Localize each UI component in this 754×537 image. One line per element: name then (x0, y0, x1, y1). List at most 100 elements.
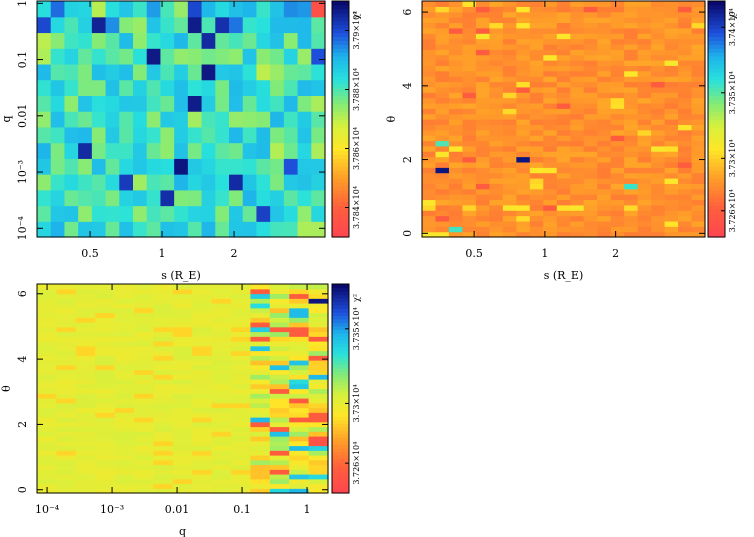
heatmap-cell (114, 364, 135, 371)
heatmap-cell (95, 331, 116, 337)
heatmap-cell (37, 436, 57, 442)
heatmap-cell (153, 360, 174, 366)
heatmap-cell (475, 108, 490, 115)
heatmap-cell (489, 183, 504, 190)
colorbar-segment (332, 479, 349, 484)
heatmap-cell (529, 129, 544, 136)
heatmap-cell (462, 65, 477, 72)
colorbar-segment (708, 1, 725, 6)
heatmap-cell (297, 1, 312, 18)
heatmap-cell (75, 388, 96, 394)
heatmap-cell (56, 455, 77, 461)
heatmap-cell (289, 355, 310, 361)
heatmap-cell (448, 151, 464, 158)
heatmap-cell (153, 488, 174, 494)
heatmap-cell (269, 284, 290, 290)
heatmap-cell (56, 464, 77, 470)
heatmap-cell (556, 167, 571, 174)
heatmap-cell (56, 331, 77, 337)
colorbar-segment (332, 166, 349, 171)
heatmap-cell (435, 119, 450, 125)
heatmap-cell (308, 298, 329, 304)
heatmap-cell (231, 445, 251, 451)
heatmap-cell (610, 27, 625, 34)
y-tick-label: 10⁻³ (16, 160, 29, 184)
heatmap-cell (211, 436, 232, 442)
heatmap-cell (624, 151, 639, 158)
heatmap-cell (543, 49, 558, 56)
heatmap-cell (187, 174, 203, 191)
heatmap-cell (192, 478, 213, 485)
heatmap-cell (229, 174, 244, 191)
heatmap-cell (289, 483, 310, 489)
colorbar-segment (332, 391, 349, 397)
heatmap-cell (269, 369, 290, 375)
heatmap-cell (95, 341, 116, 347)
heatmap-cell (75, 312, 96, 318)
heatmap-cell (583, 65, 598, 72)
heatmap-cell (289, 369, 310, 375)
heatmap-cell (475, 33, 490, 40)
heatmap-cell (570, 81, 585, 88)
heatmap-cell (231, 388, 251, 394)
heatmap-cell (153, 326, 174, 333)
heatmap-cell (269, 483, 290, 489)
heatmap-cell (37, 345, 57, 352)
heatmap-cell (56, 426, 77, 432)
heatmap-cell (231, 421, 251, 428)
heatmap-cell (211, 388, 232, 394)
heatmap-cell (664, 70, 679, 77)
heatmap-cell (422, 6, 437, 13)
heatmap-cell (691, 76, 706, 83)
heatmap-cell (610, 81, 625, 88)
heatmap-cell (462, 86, 477, 93)
heatmap-cell (187, 111, 203, 128)
heatmap-cell (231, 298, 251, 304)
heatmap-cell (133, 32, 148, 49)
heatmap-cell (50, 63, 66, 81)
heatmap-cell (75, 298, 96, 304)
colorbar-segment (332, 308, 349, 313)
heatmap-cell (231, 374, 251, 380)
heatmap-cell (610, 11, 625, 18)
heatmap-cell (422, 22, 437, 29)
heatmap-cell (201, 142, 216, 159)
colorbar-segment (708, 205, 725, 211)
heatmap-cell (475, 194, 490, 201)
heatmap-cell (75, 284, 96, 290)
heatmap-cell (119, 1, 134, 18)
heatmap-cell (475, 11, 490, 18)
heatmap-cell (308, 288, 329, 295)
colorbar-segment (332, 329, 349, 334)
heatmap-cell (475, 204, 490, 211)
heatmap-cell (610, 33, 625, 40)
heatmap-cell (543, 1, 558, 7)
heatmap-cell (64, 189, 79, 207)
heatmap-cell (422, 76, 437, 83)
heatmap-cell (475, 27, 490, 34)
heatmap-cell (422, 215, 437, 222)
heatmap-cell (78, 95, 93, 112)
heatmap-cell (664, 145, 679, 152)
colorbar-segment (332, 91, 349, 96)
heatmap-cell (597, 49, 612, 56)
colorbar-segment (708, 225, 725, 230)
heatmap-cell (502, 11, 517, 18)
heatmap-cell (489, 33, 504, 40)
colorbar-segment (332, 468, 349, 473)
heatmap-cell (475, 65, 490, 72)
heatmap-cell (664, 129, 679, 136)
heatmap-cell (289, 436, 310, 442)
heatmap-cell (448, 167, 464, 174)
heatmap-cell (95, 336, 116, 342)
heatmap-cell (502, 113, 517, 120)
heatmap-cell (75, 364, 96, 371)
heatmap-cell (160, 158, 175, 175)
heatmap-cell (270, 174, 285, 191)
colorbar-segment (332, 130, 349, 136)
heatmap-cell (529, 215, 544, 222)
heatmap-cell (489, 231, 504, 238)
heatmap-cell (50, 158, 66, 175)
heatmap-cell (489, 54, 504, 61)
heatmap-cell (311, 158, 326, 175)
